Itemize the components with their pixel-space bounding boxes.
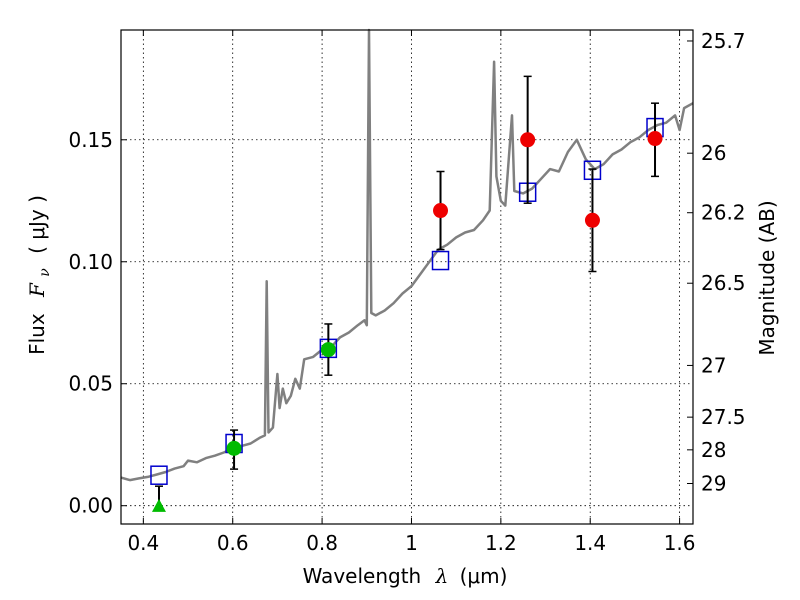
y-axis-label: Flux F ν ( μJy )	[25, 195, 54, 355]
y-tick-label: 0.15	[68, 128, 113, 152]
x-tick-label: 1.2	[485, 531, 517, 555]
y2-tick-label: 25.7	[701, 29, 746, 53]
photometry-point	[433, 203, 449, 219]
spectrum-line	[120, 28, 694, 482]
y2-tick-label: 27	[701, 353, 726, 377]
y2-tick-label: 26.5	[701, 271, 746, 295]
model-magnitude-square	[431, 250, 450, 271]
x-axis-label-prefix: Wavelength	[303, 564, 422, 588]
x-tick-label: 1.4	[574, 531, 606, 555]
y2-tick-label: 26	[701, 141, 726, 165]
y-axis-label-unit: ( μJy )	[25, 195, 49, 254]
x-tick-label: 0.6	[217, 531, 249, 555]
x-axis-label-symbol: λ	[435, 564, 449, 588]
photometry-point	[584, 212, 600, 228]
photometry-point	[226, 440, 242, 456]
y2-tick-label: 27.5	[701, 405, 746, 429]
photometry-point	[320, 342, 336, 358]
y-axis-label-symbol: F	[25, 282, 49, 298]
x-tick-label: 1.6	[664, 531, 696, 555]
photometry-point	[647, 131, 663, 147]
y2-axis-label: Magnitude (AB)	[755, 200, 779, 355]
y2-tick-label: 26.2	[701, 201, 746, 225]
y2-tick-label: 29	[701, 472, 726, 496]
y-tick-label: 0.00	[68, 494, 113, 518]
grid	[121, 30, 693, 524]
y-axis-label-prefix: Flux	[25, 313, 49, 355]
x-tick-label: 0.8	[306, 531, 338, 555]
x-tick-label: 1	[405, 531, 418, 555]
axis-ticks: 0.4 0.6 0.8 1 1.2 1.4 1.6 0.00 0.05 0.10 0.15 25.7 2…	[68, 29, 745, 555]
y2-tick-label: 28	[701, 438, 726, 462]
photometry-point	[520, 132, 536, 148]
upper-limit-triangle	[151, 498, 166, 512]
x-axis-label: Wavelength λ (μm)	[303, 564, 508, 588]
x-axis-label-unit: (μm)	[460, 564, 508, 588]
plot-series	[120, 28, 694, 512]
y-axis-label-subscript: ν	[37, 268, 53, 277]
y-tick-label: 0.05	[68, 372, 113, 396]
x-tick-label: 0.4	[127, 531, 159, 555]
model-magnitude-square	[150, 465, 168, 485]
y-tick-label: 0.10	[68, 250, 113, 274]
plot-frame	[120, 29, 694, 525]
